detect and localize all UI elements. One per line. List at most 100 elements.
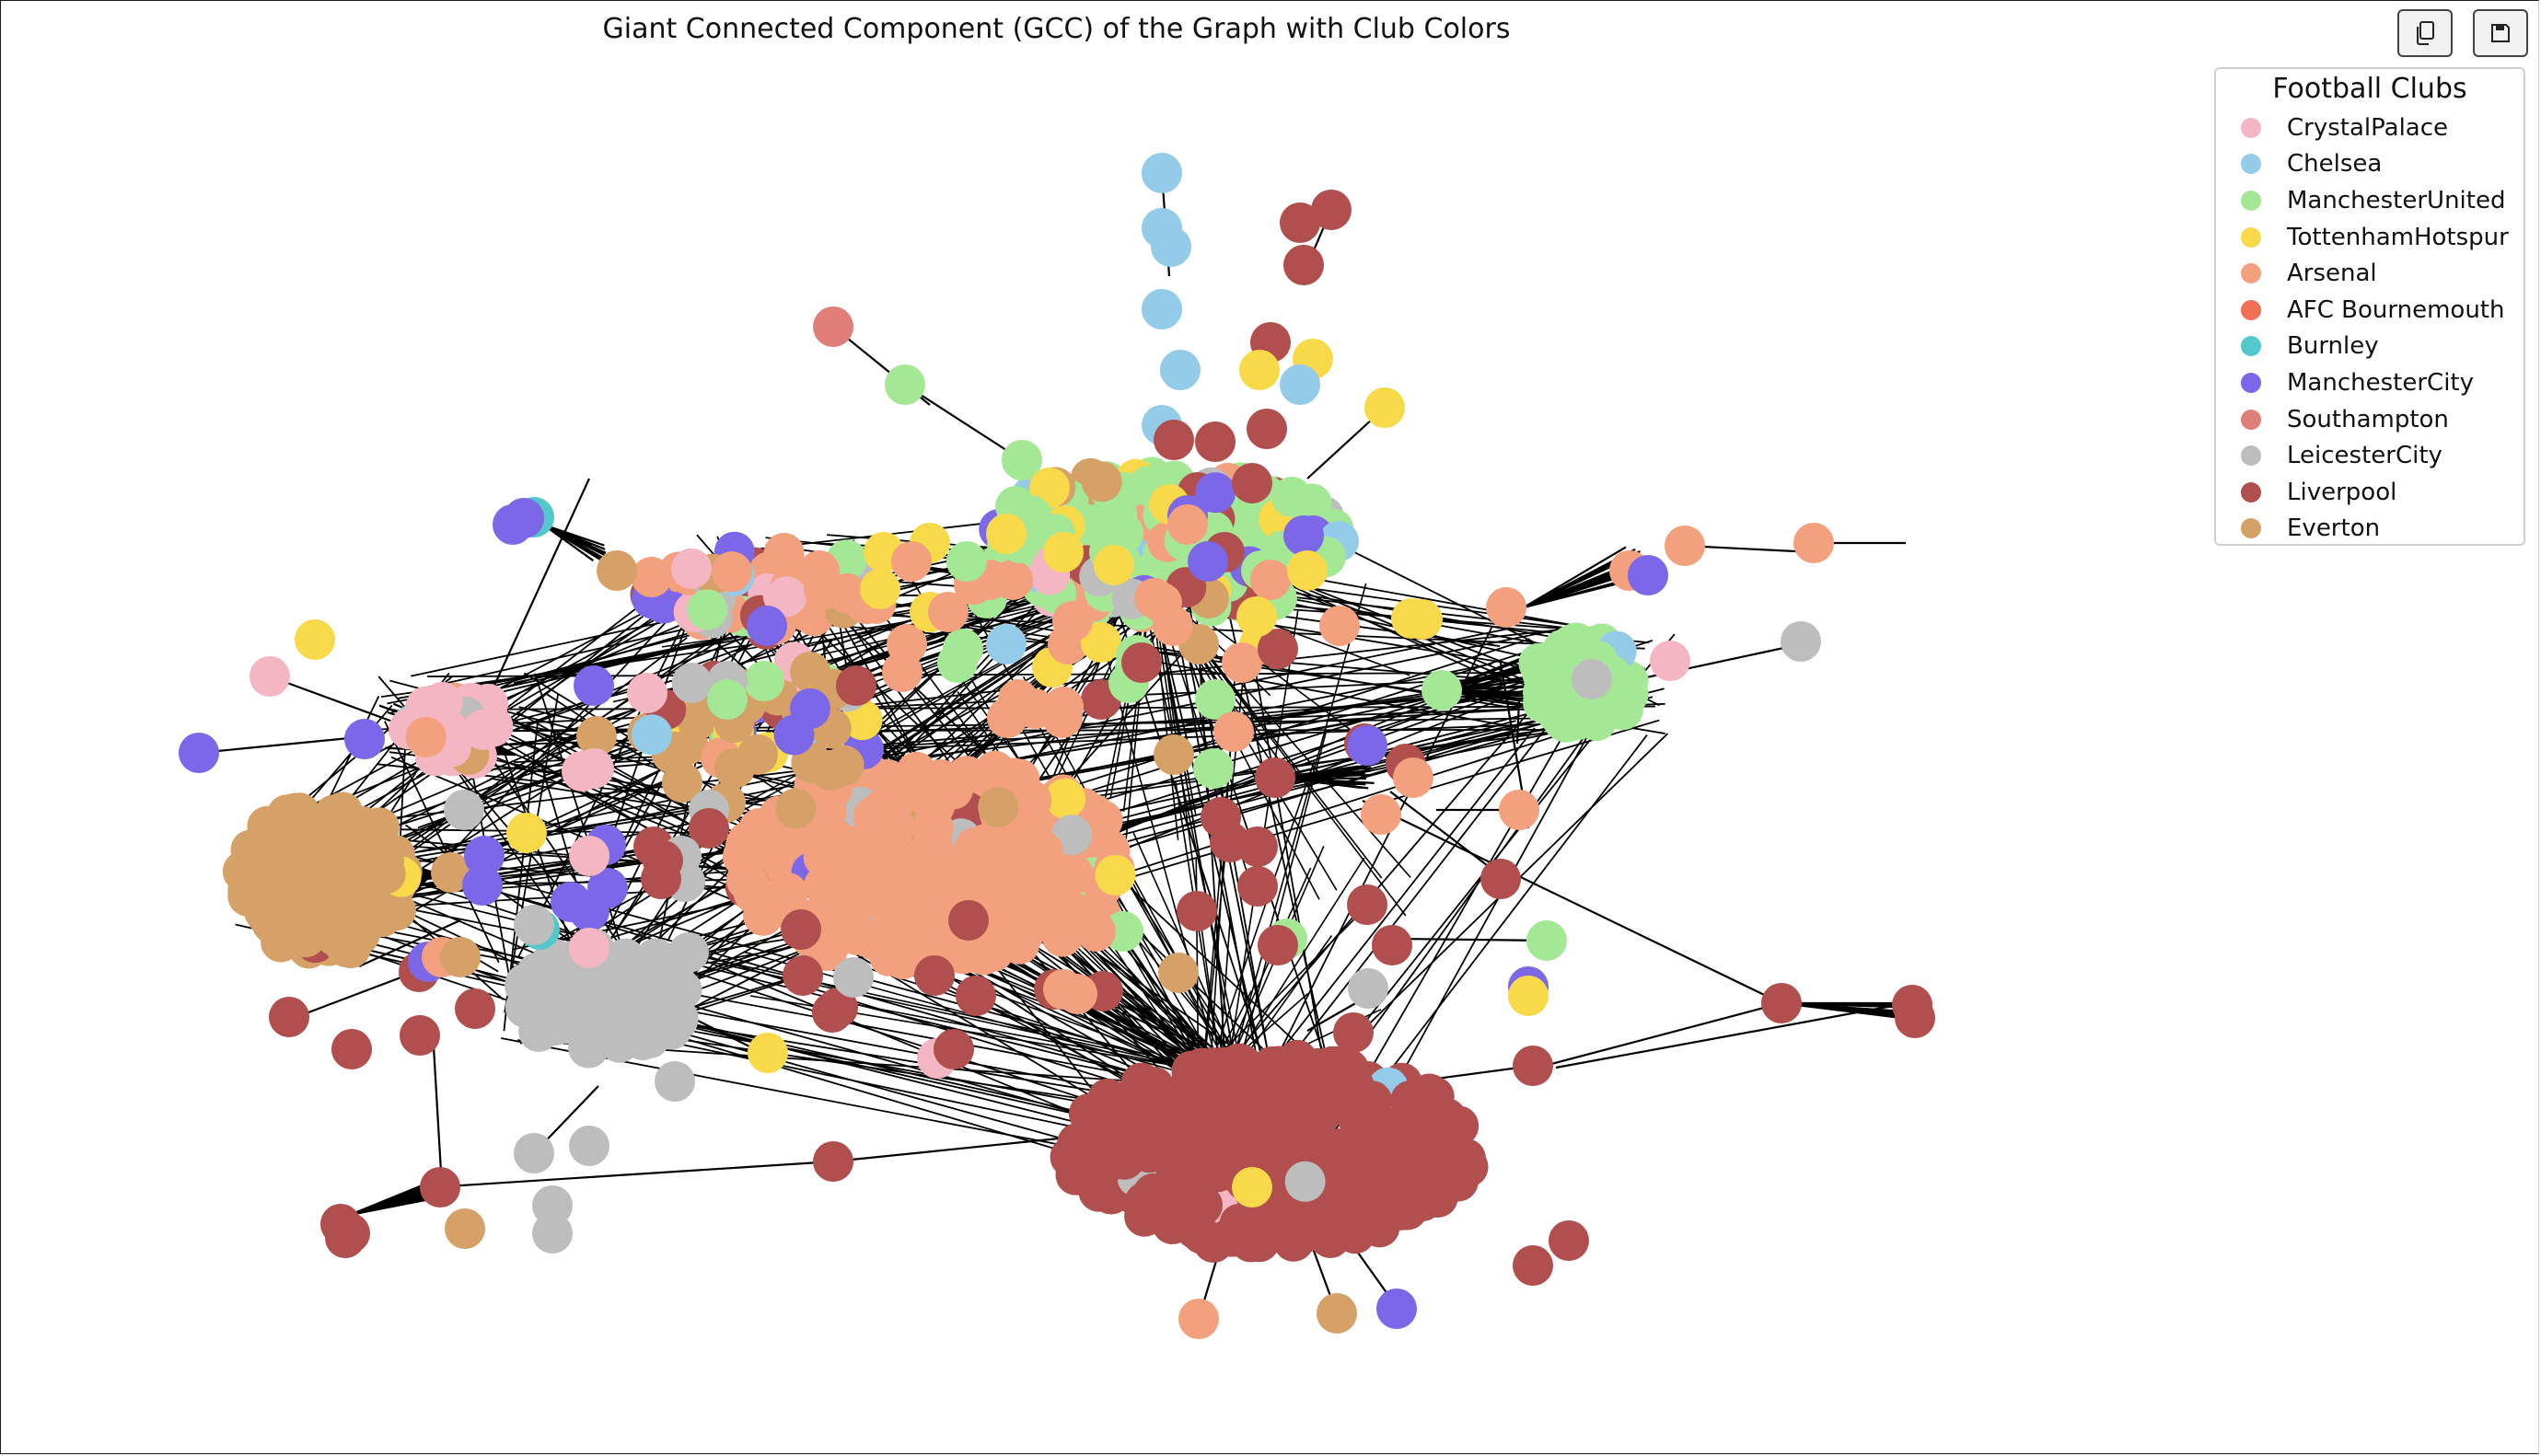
graph-node xyxy=(1301,1092,1342,1134)
graph-node xyxy=(1002,440,1042,480)
graph-node xyxy=(1247,409,1287,449)
graph-node xyxy=(747,606,787,646)
graph-node xyxy=(661,762,702,803)
graph-node xyxy=(365,853,406,895)
graph-node xyxy=(836,665,876,706)
graph-node xyxy=(331,1029,372,1069)
graph-node xyxy=(1195,422,1236,462)
node-layer xyxy=(179,153,1935,1339)
graph-edge xyxy=(431,1030,444,1188)
graph-node xyxy=(1302,1059,1343,1101)
graph-node xyxy=(813,306,853,347)
graph-node xyxy=(1895,998,1935,1038)
graph-node xyxy=(1526,920,1567,961)
legend-label: Arsenal xyxy=(2287,260,2377,288)
graph-node xyxy=(1232,463,1272,503)
graph-node xyxy=(803,837,844,878)
graph-node xyxy=(948,900,989,941)
graph-node xyxy=(1081,461,1122,503)
graph-node xyxy=(725,860,767,901)
graph-node xyxy=(1284,1161,1326,1202)
graph-node xyxy=(1486,587,1526,628)
graph-node xyxy=(1232,1167,1272,1208)
legend-label: ManchesterUnited xyxy=(2287,186,2506,214)
graph-node xyxy=(823,745,864,786)
graph-node xyxy=(1271,477,1312,517)
graph-node xyxy=(605,969,646,1011)
graph-node xyxy=(1513,1046,1553,1086)
graph-node xyxy=(1121,642,1162,683)
legend-entry: Everton xyxy=(2216,511,2524,548)
legend-entry: Liverpool xyxy=(2216,474,2524,511)
graph-node xyxy=(283,861,324,902)
graph-node xyxy=(1333,1012,1374,1053)
graph-node xyxy=(295,619,335,660)
graph-node xyxy=(790,652,830,692)
graph-node xyxy=(891,541,932,582)
graph-edge xyxy=(1224,857,1365,1078)
graph-node xyxy=(1168,1162,1210,1204)
graph-node xyxy=(574,665,614,706)
graph-node xyxy=(1508,976,1549,1016)
legend-label: LeicesterCity xyxy=(2287,442,2442,470)
legend-entry: Southampton xyxy=(2216,401,2524,438)
graph-edge xyxy=(1389,791,1503,878)
save-button[interactable] xyxy=(2473,9,2528,57)
graph-node xyxy=(1367,1127,1409,1168)
graph-edge xyxy=(1216,867,1312,1078)
legend-marker xyxy=(2241,117,2261,138)
graph-node xyxy=(339,914,380,955)
graph-node xyxy=(1280,202,1320,243)
graph-node xyxy=(1283,515,1324,556)
graph-node xyxy=(1155,1099,1197,1140)
graph-node xyxy=(1272,1215,1313,1255)
graph-node xyxy=(1258,925,1298,965)
legend-entry: ManchesterCity xyxy=(2216,364,2524,401)
graph-edge xyxy=(198,734,369,755)
legend-marker xyxy=(2241,372,2261,393)
legend-entry: TottenhamHotspur xyxy=(2216,219,2524,256)
graph-edge xyxy=(1537,1001,1782,1069)
graph-edge xyxy=(432,1160,834,1189)
graph-node xyxy=(885,364,925,405)
graph-node xyxy=(1014,873,1055,915)
graph-node xyxy=(671,663,713,704)
graph-node xyxy=(711,551,752,593)
graph-node xyxy=(1155,1194,1197,1235)
graph-node xyxy=(576,716,617,757)
graph-node xyxy=(1160,350,1201,390)
graph-node xyxy=(641,859,681,899)
graph-node xyxy=(1195,472,1236,514)
graph-node xyxy=(813,1141,853,1182)
legend-marker xyxy=(2241,336,2261,357)
graph-node xyxy=(251,903,293,944)
graph-node xyxy=(505,963,546,1004)
graph-node xyxy=(790,688,830,729)
graph-node xyxy=(914,767,956,808)
graph-node xyxy=(297,904,339,945)
graph-node xyxy=(1259,1046,1300,1087)
graph-node xyxy=(1237,866,1278,907)
graph-node xyxy=(1283,245,1324,285)
graph-edge xyxy=(1201,729,1234,1078)
graph-node xyxy=(179,733,219,773)
graph-node xyxy=(445,1208,485,1249)
legend-label: Liverpool xyxy=(2287,478,2397,506)
graph-node xyxy=(1526,673,1567,714)
graph-node xyxy=(532,1213,573,1254)
legend-marker xyxy=(2241,154,2261,175)
graph-node xyxy=(274,792,316,834)
graph-node xyxy=(956,976,996,1016)
graph-node xyxy=(1364,387,1405,428)
chart-title: Giant Connected Component (GCC) of the G… xyxy=(602,13,1511,45)
graph-node xyxy=(1213,711,1254,752)
graph-node xyxy=(405,716,447,757)
graph-node xyxy=(1195,679,1236,720)
graph-node xyxy=(689,808,729,849)
graph-node xyxy=(1650,641,1690,681)
graph-node xyxy=(238,829,279,871)
graph-node xyxy=(1319,606,1360,646)
copy-button[interactable] xyxy=(2397,9,2453,57)
graph-node xyxy=(853,796,894,838)
